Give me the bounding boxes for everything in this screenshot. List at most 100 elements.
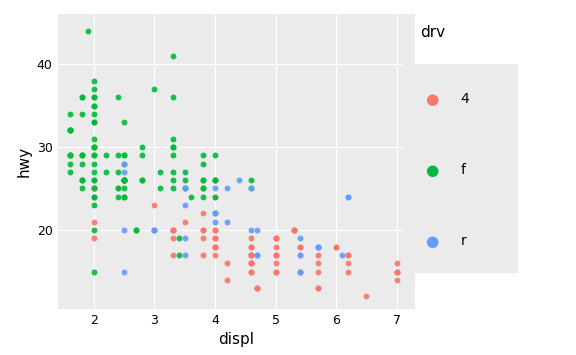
Point <box>77 94 86 100</box>
Text: ●: ● <box>425 163 439 178</box>
Point <box>186 194 195 200</box>
Point <box>247 244 256 250</box>
Point <box>343 194 353 200</box>
Point <box>89 186 98 191</box>
Point <box>247 252 256 258</box>
Point <box>77 152 86 158</box>
Point <box>168 169 177 175</box>
Point <box>89 169 98 175</box>
Point <box>174 235 183 241</box>
Point <box>247 260 256 266</box>
Point <box>271 252 280 258</box>
Point <box>89 152 98 158</box>
Point <box>295 252 304 258</box>
Text: f: f <box>461 163 466 178</box>
Point <box>180 219 190 225</box>
Point <box>89 78 98 83</box>
Point <box>168 227 177 233</box>
Point <box>271 235 280 241</box>
Point <box>89 186 98 191</box>
Point <box>343 252 353 258</box>
Point <box>120 178 129 183</box>
Point <box>222 186 232 191</box>
Point <box>392 260 401 266</box>
Point <box>120 178 129 183</box>
Point <box>168 227 177 233</box>
Point <box>198 186 207 191</box>
Point <box>253 285 262 291</box>
Point <box>271 235 280 241</box>
Point <box>77 186 86 191</box>
Point <box>120 269 129 274</box>
Point <box>89 186 98 191</box>
Point <box>156 169 165 175</box>
Point <box>89 119 98 125</box>
Point <box>271 260 280 266</box>
Point <box>120 194 129 200</box>
Point <box>89 94 98 100</box>
Point <box>289 227 298 233</box>
Point <box>362 294 371 299</box>
Point <box>247 260 256 266</box>
Point <box>89 119 98 125</box>
Point <box>65 127 74 133</box>
Point <box>253 285 262 291</box>
Point <box>89 161 98 166</box>
Point <box>150 202 159 208</box>
Point <box>234 178 244 183</box>
Point <box>77 152 86 158</box>
Point <box>168 53 177 59</box>
Point <box>198 186 207 191</box>
Point <box>113 186 123 191</box>
Point <box>89 144 98 150</box>
Point <box>295 252 304 258</box>
Point <box>392 269 401 274</box>
Point <box>210 211 219 216</box>
Point <box>313 244 323 250</box>
Point <box>253 252 262 258</box>
Point <box>120 161 129 166</box>
Point <box>77 178 86 183</box>
Point <box>113 169 123 175</box>
Point <box>89 194 98 200</box>
Point <box>89 111 98 117</box>
Point <box>120 169 129 175</box>
Point <box>222 277 232 283</box>
Point <box>343 252 353 258</box>
Point <box>198 194 207 200</box>
Point <box>313 244 323 250</box>
Point <box>222 219 232 225</box>
Point <box>89 144 98 150</box>
Point <box>210 244 219 250</box>
Point <box>271 235 280 241</box>
Point <box>150 227 159 233</box>
Point <box>247 235 256 241</box>
Point <box>168 227 177 233</box>
Point <box>113 94 123 100</box>
Point <box>343 260 353 266</box>
Point <box>120 178 129 183</box>
Point <box>210 152 219 158</box>
Point <box>295 244 304 250</box>
Point <box>180 178 190 183</box>
Point <box>101 169 111 175</box>
Point <box>247 252 256 258</box>
Point <box>168 178 177 183</box>
Point <box>120 186 129 191</box>
Point <box>77 161 86 166</box>
Point <box>168 252 177 258</box>
Point <box>89 178 98 183</box>
Point <box>138 144 147 150</box>
Point <box>343 269 353 274</box>
Point <box>253 227 262 233</box>
Point <box>198 235 207 241</box>
Text: ●: ● <box>425 234 439 249</box>
Point <box>120 178 129 183</box>
Point <box>168 186 177 191</box>
Point <box>198 178 207 183</box>
Point <box>198 252 207 258</box>
Point <box>180 252 190 258</box>
Point <box>247 269 256 274</box>
Point <box>210 186 219 191</box>
Point <box>138 152 147 158</box>
